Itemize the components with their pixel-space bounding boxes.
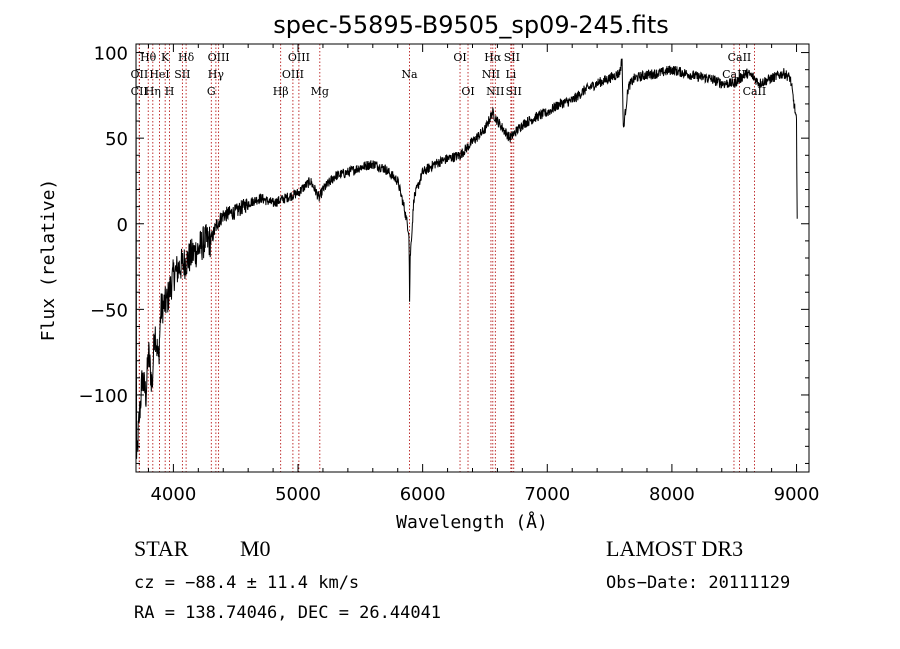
line-label-19: NII	[482, 68, 500, 81]
x-tick-label: 8000	[649, 484, 695, 505]
line-label-14: OIII	[288, 51, 310, 64]
line-label-23: Li	[505, 68, 516, 81]
line-label-20: Hα	[484, 51, 502, 64]
survey-name: LAMOST DR3	[606, 536, 744, 561]
line-label-8: Hδ	[178, 51, 195, 64]
line-label-5: K	[161, 51, 170, 64]
y-tick-label: 100	[94, 44, 128, 65]
line-label-15: Mg	[311, 85, 329, 98]
y-axis-ticks: −100 −50 0 50 100	[79, 44, 809, 464]
x-tick-label: 4000	[150, 484, 196, 505]
line-label-10: Hγ	[208, 68, 225, 81]
line-labels: CII OII Hθ Hη HeI K H SII Hδ G Hγ OIII Hβ OIII OIII Mg N…	[131, 51, 767, 98]
ra-dec-coordinates: RA = 138.74046, DEC = 26.44041	[134, 603, 442, 623]
line-label-16: Na	[401, 68, 418, 81]
x-tick-label: 7000	[524, 484, 570, 505]
line-label-21: NII	[486, 85, 504, 98]
observation-date: Obs−Date: 20111129	[606, 573, 791, 593]
line-label-18: OI	[461, 85, 474, 98]
line-label-9: G	[207, 85, 216, 98]
line-label-22: SII	[504, 51, 520, 64]
line-label-4: HeI	[149, 68, 169, 81]
line-markers	[138, 44, 755, 472]
x-axis-label: Wavelength (Å)	[396, 511, 548, 533]
line-label-0: CII	[131, 85, 148, 98]
y-tick-label: −50	[90, 300, 128, 321]
plot-frame	[135, 43, 810, 473]
line-label-12: Hβ	[273, 85, 289, 98]
x-tick-label: 5000	[275, 484, 321, 505]
line-label-13: OIII	[282, 68, 304, 81]
line-label-24: SII	[506, 85, 522, 98]
x-tick-label: 9000	[774, 484, 820, 505]
y-tick-label: 0	[117, 215, 128, 236]
line-label-17: OI	[453, 51, 466, 64]
y-axis-label: Flux (relative)	[38, 179, 59, 342]
redshift-cz: cz = −88.4 ± 11.4 km/s	[134, 573, 360, 593]
chart-title: spec-55895-B9505_sp09-245.fits	[273, 11, 668, 39]
line-label-6: H	[165, 85, 175, 98]
line-label-11: OIII	[208, 51, 230, 64]
object-subclass: M0	[240, 536, 271, 561]
line-label-2: Hθ	[140, 51, 157, 64]
x-tick-label: 6000	[400, 484, 446, 505]
spectrum-line	[135, 43, 798, 459]
object-class: STAR	[134, 536, 189, 561]
y-tick-label: −100	[79, 386, 128, 407]
line-label-3: Hη	[145, 85, 161, 98]
line-label-7: SII	[174, 68, 190, 81]
y-tick-label: 50	[105, 129, 128, 150]
line-label-26: CaII	[728, 51, 752, 64]
line-label-27: CaII	[743, 85, 767, 98]
x-axis-ticks: 4000 5000 6000 7000 8000 9000	[147, 44, 820, 505]
line-label-1: OII	[131, 68, 149, 81]
spectrum-chart: spec-55895-B9505_sp09-245.fits CII OII Hθ H…	[38, 11, 820, 533]
